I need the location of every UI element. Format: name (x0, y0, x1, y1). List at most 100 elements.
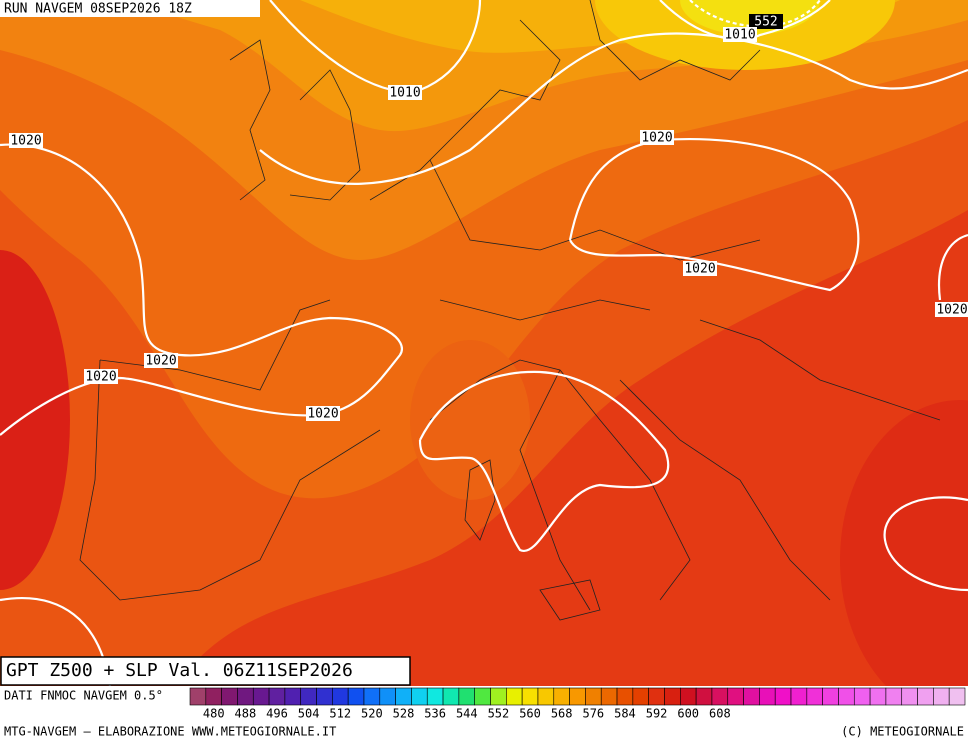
colorbar-swatch (426, 687, 444, 706)
colorbar-label: 608 (709, 707, 731, 721)
colorbar-swatch (600, 687, 618, 706)
colorbar: 480 488 496 504 512 520 528 536 544 552 560 568 576 5… (189, 687, 966, 721)
colorbar-swatch (442, 687, 460, 706)
colorbar-swatch (458, 687, 475, 706)
colorbar-label: 496 (266, 707, 288, 721)
title-box (0, 656, 411, 686)
colorbar-swatch (537, 687, 555, 706)
isobar-label: 1020 (85, 370, 116, 385)
colorbar-swatch (790, 687, 808, 706)
colorbar-swatch (347, 687, 365, 706)
footer-right: (C) METEOGIORNALE (841, 725, 964, 739)
colorbar-swatch (553, 687, 570, 706)
colorbar-swatch (743, 687, 760, 706)
isobar-label: 1020 (307, 407, 338, 422)
colorbar-label: 568 (551, 707, 573, 721)
colorbar-swatch (569, 687, 586, 706)
isobar-label-bg (749, 14, 783, 29)
colorbar-swatch (933, 687, 950, 706)
colorbar-label: 528 (393, 707, 415, 721)
colorbar-swatch (379, 687, 396, 706)
isobar-label-bg (723, 27, 757, 42)
isobar-label-bg (84, 369, 118, 384)
isobar-label-bg (388, 85, 422, 100)
colorbar-label: 480 (203, 707, 225, 721)
colorbar-label: 560 (519, 707, 541, 721)
coastline (369, 0, 761, 201)
colorbar-label: 592 (646, 707, 668, 721)
isobar-label-bg (9, 133, 43, 148)
colorbar-swatch (395, 687, 412, 706)
colorbar-label: 600 (677, 707, 699, 721)
isobar-label-bg (640, 130, 674, 145)
colorbar-label: 552 (488, 707, 510, 721)
isobar-label: 1020 (145, 354, 176, 369)
colorbar-swatch (252, 687, 270, 706)
coastline (619, 319, 941, 601)
isobar-label: 1020 (641, 131, 672, 146)
colorbar-label: 544 (456, 707, 478, 721)
colorbar-swatch (332, 687, 349, 706)
colorbar-swatch (664, 687, 681, 706)
colorbar-label: 536 (424, 707, 446, 721)
colorbar-swatch (474, 687, 491, 706)
field (410, 340, 530, 500)
colorbar-swatch (806, 687, 823, 706)
isobar-label-bg (306, 406, 340, 421)
colorbar-swatch (585, 687, 602, 706)
isobar (659, 0, 831, 41)
colorbar-swatch (632, 687, 649, 706)
colorbar-swatch (300, 687, 317, 706)
isobar-label: 1020 (936, 303, 967, 318)
colorbar-swatch (838, 687, 855, 706)
colorbar-swatch (506, 687, 523, 706)
isobar (0, 143, 403, 436)
colorbar-label: 576 (582, 707, 604, 721)
coastline (229, 39, 361, 201)
colorbar-swatch (648, 687, 665, 706)
colorbar-swatch (774, 687, 792, 706)
colorbar-swatch (917, 687, 934, 706)
colorbar-label: 584 (614, 707, 636, 721)
colorbar-swatch (490, 687, 507, 706)
coastline (464, 459, 601, 621)
colorbar-swatch (616, 687, 634, 706)
field (840, 400, 968, 686)
isobar-label-bg (935, 302, 968, 317)
colorbar-swatch (411, 687, 428, 706)
colorbar-swatch (727, 687, 744, 706)
colorbar-swatch (363, 687, 381, 706)
colorbar-swatch (711, 687, 729, 706)
colorbar-label: 504 (298, 707, 320, 721)
isobar-label: 1020 (10, 134, 41, 149)
colorbar-swatch (205, 687, 222, 706)
colorbar-swatch (237, 687, 254, 706)
isobar-label: 1010 (724, 28, 755, 43)
isobar-label: 1010 (389, 86, 420, 101)
colorbar-swatch (268, 687, 286, 706)
coastline (429, 359, 691, 611)
colorbar-label: 512 (329, 707, 351, 721)
colorbar-swatch (680, 687, 697, 706)
colorbar-swatch (869, 687, 887, 706)
run-header: RUN NAVGEM 08SEP2026 18Z (4, 2, 192, 17)
isobar-labels: 5521010101010201020102010201020102010201… (9, 14, 968, 422)
colorbar-swatch (822, 687, 839, 706)
isobar (418, 370, 670, 552)
colorbar-swatch (901, 687, 918, 706)
isobar (568, 138, 860, 292)
colorbar-swatch (759, 687, 776, 706)
colorbar-swatch (948, 687, 966, 706)
colorbar-swatch (695, 687, 713, 706)
coastline (79, 299, 381, 601)
map: 5521010101010201020102010201020102010201… (0, 0, 968, 686)
map-title: GPT Z500 + SLP Val. 06Z11SEP2026 (6, 660, 353, 681)
colorbar-swatch (521, 687, 539, 706)
isobar-label: 1020 (684, 262, 715, 277)
colorbar-swatch (853, 687, 871, 706)
colorbar-swatch (189, 687, 207, 706)
colorbar-swatch (885, 687, 903, 706)
isobars (0, 0, 968, 686)
field (0, 250, 70, 590)
header-box (0, 0, 260, 17)
